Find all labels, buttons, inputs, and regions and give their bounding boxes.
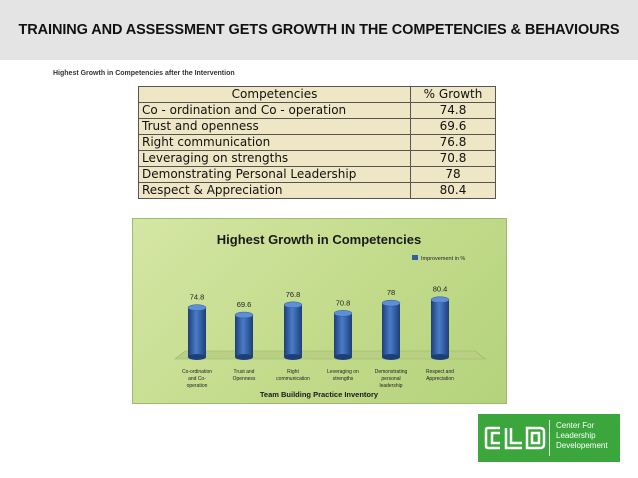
category-label: operation xyxy=(187,383,208,389)
logo-text-line: Leadership xyxy=(556,431,596,440)
table-row: Right communication 76.8 xyxy=(138,134,496,151)
competencies-table: Competencies % Growth Co - ordination an… xyxy=(138,86,496,199)
bar-base xyxy=(284,354,302,360)
bar xyxy=(188,307,206,357)
category-label: Respect and xyxy=(426,369,454,375)
logo-divider xyxy=(549,420,550,456)
growth-value: 70.8 xyxy=(410,150,496,167)
column-header-competencies: Competencies xyxy=(138,86,411,103)
bar xyxy=(431,299,449,357)
data-label: 69.6 xyxy=(237,300,252,309)
competency-name: Right communication xyxy=(138,134,411,151)
column-header-growth: % Growth xyxy=(410,86,496,103)
competency-name: Co - ordination and Co - operation xyxy=(138,102,411,119)
title-bar: TRAINING AND ASSESSMENT GETS GROWTH IN T… xyxy=(0,0,638,60)
category-label: and Co- xyxy=(188,376,206,382)
bar-top xyxy=(333,310,353,317)
data-label: 78 xyxy=(387,288,395,297)
table-row: Trust and openness 69.6 xyxy=(138,118,496,135)
competency-name: Trust and openness xyxy=(138,118,411,135)
data-label: 74.8 xyxy=(190,293,205,302)
competency-name: Demonstrating Personal Leadership xyxy=(138,166,411,183)
cld-logo: Center For Leadership Developement xyxy=(478,414,620,462)
bar xyxy=(382,303,400,357)
bar-base xyxy=(334,354,352,360)
legend-swatch xyxy=(412,255,418,260)
category-label: Co-ordination xyxy=(182,369,212,375)
bar-base xyxy=(235,354,253,360)
category-label: Leveraging on xyxy=(327,369,359,375)
table-caption: Highest Growth in Competencies after the… xyxy=(53,70,235,77)
bar xyxy=(235,315,253,357)
chart-canvas: Highest Growth in Competencies Improvemen… xyxy=(174,232,486,399)
growth-value: 78 xyxy=(410,166,496,183)
bar xyxy=(334,313,352,357)
table-row: Respect & Appreciation 80.4 xyxy=(138,182,496,199)
slide-title: TRAINING AND ASSESSMENT GETS GROWTH IN T… xyxy=(18,22,620,38)
data-label: 80.4 xyxy=(433,285,448,294)
bar-top xyxy=(381,299,401,307)
bar-top xyxy=(234,311,254,319)
growth-value: 76.8 xyxy=(410,134,496,151)
logo-text-line: Center For xyxy=(556,421,595,430)
x-axis-title: Team Building Practice Inventory xyxy=(260,390,379,399)
category-label: Trust and xyxy=(234,369,255,375)
growth-value: 69.6 xyxy=(410,118,496,135)
competency-name: Respect & Appreciation xyxy=(138,182,411,199)
table-row: Leveraging on strengths 70.8 xyxy=(138,150,496,167)
growth-value: 80.4 xyxy=(410,182,496,199)
logo-text: Center For Leadership Developement xyxy=(556,421,608,451)
cld-logo-mark xyxy=(484,426,546,450)
data-label: 70.8 xyxy=(336,298,351,307)
category-label: communication xyxy=(276,376,310,382)
bar-base xyxy=(188,354,206,360)
logo-text-line: Developement xyxy=(556,441,608,450)
category-label: personal xyxy=(381,376,400,382)
bar xyxy=(284,304,302,357)
chart-title: Highest Growth in Competencies xyxy=(217,232,421,247)
bar-base xyxy=(382,354,400,360)
bar-top xyxy=(187,304,207,311)
bar-base xyxy=(431,354,449,360)
legend-label: Improvement in % xyxy=(421,256,465,262)
bar-top xyxy=(283,301,303,309)
table-header-row: Competencies % Growth xyxy=(138,86,496,103)
bar-top xyxy=(430,296,450,303)
category-label: Right xyxy=(287,369,299,375)
table-row: Demonstrating Personal Leadership 78 xyxy=(138,166,496,183)
table-row: Co - ordination and Co - operation 74.8 xyxy=(138,102,496,119)
category-label: Demonstrating xyxy=(375,369,408,375)
category-label: strengths xyxy=(333,376,354,382)
growth-value: 74.8 xyxy=(410,102,496,119)
data-label: 76.8 xyxy=(286,290,301,299)
category-label: Appreciation xyxy=(426,376,454,382)
category-label: Openness xyxy=(233,376,256,382)
bar-chart: Highest Growth in Competencies Improvemen… xyxy=(132,218,507,404)
competency-name: Leveraging on strengths xyxy=(138,150,411,167)
category-label: leadership xyxy=(379,383,402,389)
